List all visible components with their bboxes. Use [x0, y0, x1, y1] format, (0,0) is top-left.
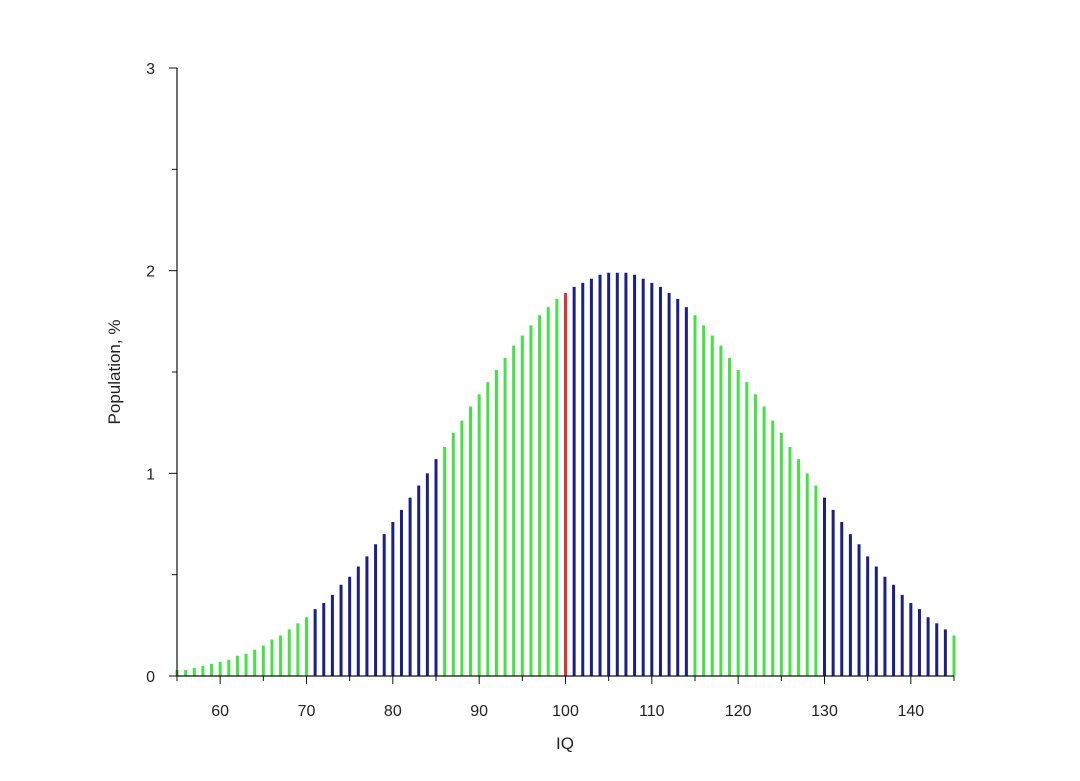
x-tick-label: 130	[811, 703, 838, 720]
x-tick-label: 60	[211, 703, 229, 720]
x-tick-label: 70	[298, 703, 316, 720]
x-tick-label: 90	[470, 703, 488, 720]
x-tick-label: 80	[384, 703, 402, 720]
y-tick-label: 3	[146, 61, 155, 78]
y-tick-label: 0	[146, 669, 155, 686]
x-tick-label: 140	[897, 703, 924, 720]
x-tick-label: 100	[552, 703, 579, 720]
x-tick-label: 110	[639, 703, 665, 720]
y-tick-label: 1	[146, 466, 155, 483]
y-axis-label: Population, %	[105, 320, 124, 425]
x-tick-label: 120	[725, 703, 752, 720]
x-axis-label: IQ	[556, 734, 574, 753]
y-tick-label: 2	[146, 264, 155, 281]
chart-axes: 0 1 2 3 60 70 80 90 100 110 120 130 140	[146, 61, 955, 720]
bar-series	[175, 272, 956, 676]
